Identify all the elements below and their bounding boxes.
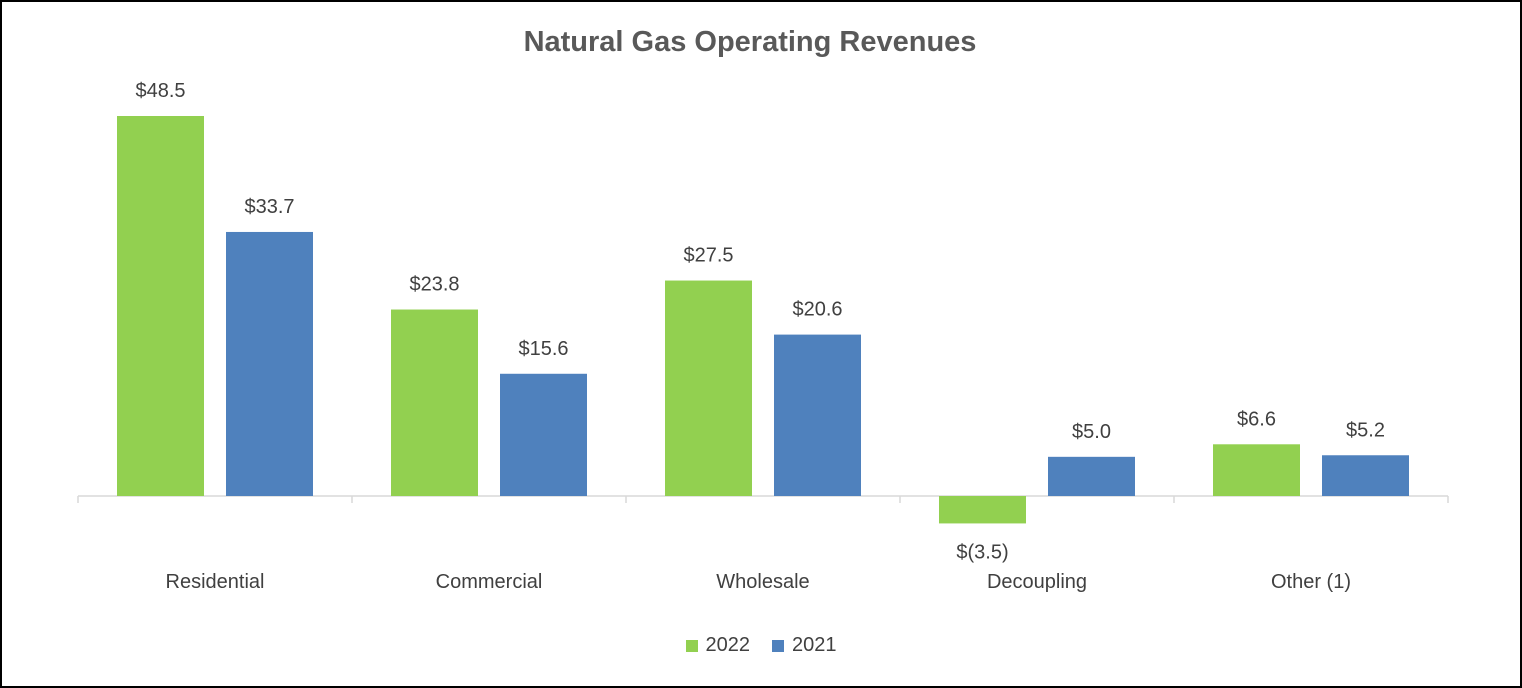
data-label-2022-commercial: $23.8 [409, 274, 459, 296]
legend-item-2021: 2021 [772, 634, 837, 657]
bar-2021-other-1 [1322, 455, 1409, 496]
data-label-2021-commercial: $15.6 [518, 338, 568, 360]
data-label-2022-wholesale: $27.5 [683, 245, 733, 267]
bar-2021-wholesale [774, 334, 861, 496]
data-label-2021-wholesale: $20.6 [792, 299, 842, 321]
bar-2022-residential [117, 116, 204, 496]
data-label-2021-other-1: $5.2 [1346, 419, 1385, 441]
category-label: Residential [166, 571, 265, 593]
legend-swatch-2022 [685, 639, 698, 652]
data-label-2021-decoupling: $5.0 [1072, 421, 1111, 443]
bar-2021-residential [226, 231, 313, 497]
legend-item-2022: 2022 [685, 634, 751, 657]
legend-label-2022: 2022 [705, 634, 751, 656]
category-label: Decoupling [987, 571, 1087, 593]
bar-2021-commercial [500, 373, 587, 496]
bar-2022-other-1 [1213, 444, 1300, 496]
data-label-2022-other-1: $6.6 [1237, 408, 1276, 430]
legend-swatch-2021 [772, 639, 784, 652]
data-label-2021-residential: $33.7 [244, 196, 294, 218]
bar-2022-decoupling [939, 496, 1026, 524]
category-label: Other (1) [1271, 571, 1351, 593]
legend-label-2021: 2021 [792, 634, 837, 656]
data-label-2022-decoupling: $(3.5) [956, 541, 1008, 563]
bar-2022-commercial [391, 309, 478, 496]
data-label-2022-residential: $48.5 [135, 80, 185, 102]
category-label: Commercial [436, 571, 543, 593]
category-label: Wholesale [716, 571, 809, 593]
chart-legend: 2022 2021 [0, 634, 1522, 657]
bar-2022-wholesale [665, 280, 752, 496]
bar-2021-decoupling [1048, 456, 1135, 496]
chart-title: Natural Gas Operating Revenues [523, 26, 977, 58]
